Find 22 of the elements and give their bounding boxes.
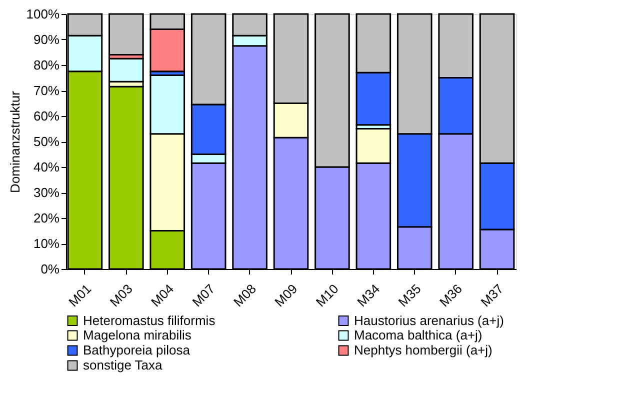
- legend-label: Nephtys hombergii (a+j): [354, 342, 492, 358]
- y-axis-title: Dominanzstruktur: [7, 90, 22, 193]
- legend-label: sonstige Taxa: [83, 358, 164, 372]
- y-tick-label: 60%: [33, 108, 60, 124]
- y-tick-label: 20%: [33, 210, 60, 226]
- legend-label: Haustorius arenarius (a+j): [354, 312, 504, 328]
- legend-label: Macoma balthica (a+j): [354, 328, 482, 342]
- y-tick-label: 40%: [33, 160, 60, 174]
- y-tick-label: 30%: [33, 185, 60, 200]
- y-tick-label: 90%: [33, 32, 60, 47]
- y-tick-label: 50%: [33, 134, 60, 149]
- legend-label: Heteromastus filiformis: [83, 312, 216, 328]
- y-tick-label: 10%: [33, 236, 60, 251]
- bar: [108, 13, 144, 56]
- y-tick-label: 100%: [26, 6, 60, 22]
- y-tick-label: 0%: [40, 262, 60, 276]
- x-tick-label: M09: [272, 281, 300, 310]
- y-tick-label: 80%: [33, 58, 60, 72]
- legend-label: Bathyporeia pilosa: [83, 342, 191, 358]
- y-tick-label: 70%: [33, 83, 60, 98]
- legend-label: Magelona mirabilis: [83, 328, 192, 342]
- x-tick-label: M01: [66, 281, 94, 310]
